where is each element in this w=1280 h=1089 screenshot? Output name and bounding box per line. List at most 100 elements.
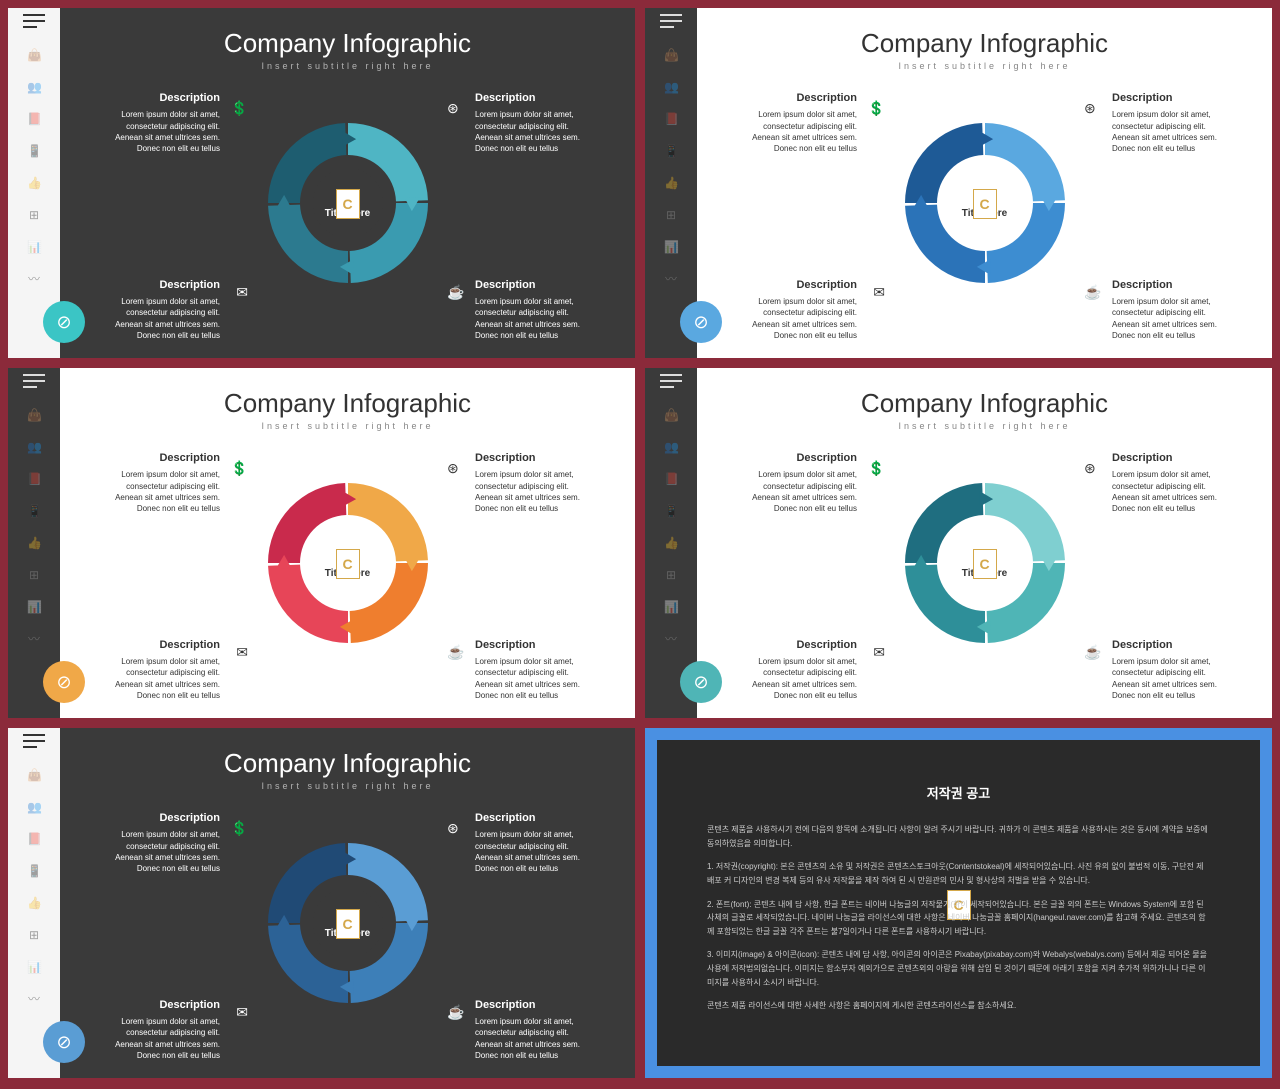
sidebar-icon-0[interactable]: 👜	[664, 48, 678, 62]
slides-grid: 👜 👥 📕 📱 👍 ⊞ 📊 〰 Company Infographic Insert subt…	[8, 8, 1272, 1078]
description-heading: Description	[475, 638, 595, 653]
description-tl: Description Lorem ipsum dolor sit amet, …	[100, 811, 220, 874]
sidebar-icon-6[interactable]: 📊	[27, 600, 41, 614]
sidebar-icon-7[interactable]: 〰	[664, 272, 678, 286]
description-icon: ⊛	[447, 819, 465, 837]
hamburger-icon[interactable]	[23, 380, 45, 382]
sidebar-icon-6[interactable]: 📊	[27, 960, 41, 974]
description-tl: Description Lorem ipsum dolor sit amet, …	[737, 451, 857, 514]
sidebar-icon-6[interactable]: 📊	[664, 600, 678, 614]
sidebar-icon-2[interactable]: 📕	[27, 112, 41, 126]
sidebar-icon-7[interactable]: 〰	[664, 632, 678, 646]
description-heading: Description	[100, 811, 220, 826]
sidebar-icon-3[interactable]: 📱	[27, 864, 41, 878]
sidebar-icon-4[interactable]: 👍	[664, 536, 678, 550]
sidebar-icon-1[interactable]: 👥	[664, 440, 678, 454]
sidebar-icon-7[interactable]: 〰	[27, 992, 41, 1006]
description-icon: ☕	[447, 283, 465, 301]
copyright-title: 저작권 공고	[707, 783, 1210, 805]
corner-badge[interactable]: ⊘	[43, 661, 85, 703]
hamburger-icon[interactable]	[660, 380, 682, 382]
slide-subtitle: Insert subtitle right here	[737, 61, 1232, 71]
corner-badge[interactable]: ⊘	[680, 661, 722, 703]
sidebar-icon-5[interactable]: ⊞	[27, 568, 41, 582]
sidebar-icon-7[interactable]: 〰	[27, 272, 41, 286]
sidebar-icon-3[interactable]: 📱	[664, 504, 678, 518]
sidebar-icon-5[interactable]: ⊞	[27, 928, 41, 942]
slide-content: Company Infographic Insert subtitle righ…	[697, 368, 1272, 718]
sidebar-icon-0[interactable]: 👜	[664, 408, 678, 422]
hamburger-icon[interactable]	[23, 740, 45, 742]
sidebar-icon-4[interactable]: 👍	[664, 176, 678, 190]
sidebar-icon-2[interactable]: 📕	[27, 832, 41, 846]
sidebar-icon-1[interactable]: 👥	[27, 800, 41, 814]
sidebar-icon-6[interactable]: 📊	[27, 240, 41, 254]
sidebar-icon-6[interactable]: 📊	[664, 240, 678, 254]
ring-container: C 💼 Title Here	[263, 118, 433, 288]
description-text: Lorem ipsum dolor sit amet, consectetur …	[475, 656, 595, 701]
sidebar-icon-1[interactable]: 👥	[27, 440, 41, 454]
description-heading: Description	[100, 638, 220, 653]
sidebar-icon-1[interactable]: 👥	[664, 80, 678, 94]
sidebar-icon-3[interactable]: 📱	[27, 504, 41, 518]
hamburger-icon[interactable]	[660, 20, 682, 22]
description-text: Lorem ipsum dolor sit amet, consectetur …	[100, 469, 220, 514]
description-bl: Description Lorem ipsum dolor sit amet, …	[100, 638, 220, 701]
sidebar-icon-2[interactable]: 📕	[664, 112, 678, 126]
description-icon: ✉	[867, 283, 885, 301]
sidebar-icon-5[interactable]: ⊞	[27, 208, 41, 222]
sidebar-icon-7[interactable]: 〰	[27, 632, 41, 646]
ring-container: C 💼 Title Here	[900, 478, 1070, 648]
description-icon: ✉	[230, 283, 248, 301]
slide-content: Company Infographic Insert subtitle righ…	[60, 8, 635, 358]
copyright-panel: 저작권 공고 콘텐츠 제품을 사용하시기 전에 다음의 항목에 소개됩니다 사항…	[645, 728, 1272, 1078]
sidebar-icon-0[interactable]: 👜	[27, 408, 41, 422]
description-bl: Description Lorem ipsum dolor sit amet, …	[737, 638, 857, 701]
sidebar-icon-5[interactable]: ⊞	[664, 208, 678, 222]
corner-badge[interactable]: ⊘	[43, 301, 85, 343]
sidebar-icon-4[interactable]: 👍	[27, 896, 41, 910]
description-tl: Description Lorem ipsum dolor sit amet, …	[737, 91, 857, 154]
sidebar-icon-2[interactable]: 📕	[27, 472, 41, 486]
description-icon: ⊛	[447, 459, 465, 477]
sidebar-icon-0[interactable]: 👜	[27, 768, 41, 782]
ring-container: C 💼 Title Here	[263, 838, 433, 1008]
sidebar-icon-3[interactable]: 📱	[27, 144, 41, 158]
description-icon: ✉	[230, 1003, 248, 1021]
slide-4: 👜👥📕📱👍⊞📊〰 Company Infographic Insert subt…	[8, 728, 635, 1078]
description-heading: Description	[737, 278, 857, 293]
sidebar-icon-2[interactable]: 📕	[664, 472, 678, 486]
slide-0: 👜 👥 📕 📱 👍 ⊞ 📊 〰 Company Infographic Insert subt…	[8, 8, 635, 358]
description-tl: Description Lorem ipsum dolor sit amet, …	[100, 451, 220, 514]
slide-title: Company Infographic	[737, 28, 1232, 59]
corner-badge[interactable]: ⊘	[680, 301, 722, 343]
slide-subtitle: Insert subtitle right here	[100, 421, 595, 431]
description-br: Description Lorem ipsum dolor sit amet, …	[1112, 638, 1232, 701]
sidebar-icon-3[interactable]: 📱	[664, 144, 678, 158]
copyright-p4: 3. 이미지(image) & 아이콘(icon): 콘텐츠 내에 담 사항, …	[707, 948, 1210, 989]
slide-title: Company Infographic	[737, 388, 1232, 419]
description-icon: ✉	[230, 643, 248, 661]
sidebar-icon-4[interactable]: 👍	[27, 176, 41, 190]
sidebar-icon-1[interactable]: 👥	[27, 80, 41, 94]
description-text: Lorem ipsum dolor sit amet, consectetur …	[475, 829, 595, 874]
description-icon: 💲	[230, 459, 248, 477]
description-tr: Description Lorem ipsum dolor sit amet, …	[475, 811, 595, 874]
description-text: Lorem ipsum dolor sit amet, consectetur …	[737, 656, 857, 701]
description-text: Lorem ipsum dolor sit amet, consectetur …	[737, 469, 857, 514]
description-heading: Description	[100, 91, 220, 106]
description-icon: 💲	[230, 99, 248, 117]
sidebar-icon-4[interactable]: 👍	[27, 536, 41, 550]
description-heading: Description	[100, 451, 220, 466]
corner-badge[interactable]: ⊘	[43, 1021, 85, 1063]
description-icon: 💲	[867, 459, 885, 477]
sidebar-icon-5[interactable]: ⊞	[664, 568, 678, 582]
description-text: Lorem ipsum dolor sit amet, consectetur …	[475, 1016, 595, 1061]
description-text: Lorem ipsum dolor sit amet, consectetur …	[100, 296, 220, 341]
description-text: Lorem ipsum dolor sit amet, consectetur …	[737, 109, 857, 154]
description-bl: Description Lorem ipsum dolor sit amet, …	[737, 278, 857, 341]
sidebar-icon-0[interactable]: 👜	[27, 48, 41, 62]
slide-subtitle: Insert subtitle right here	[737, 421, 1232, 431]
description-bl: Description Lorem ipsum dolor sit amet, …	[100, 998, 220, 1061]
hamburger-icon[interactable]	[23, 20, 45, 22]
